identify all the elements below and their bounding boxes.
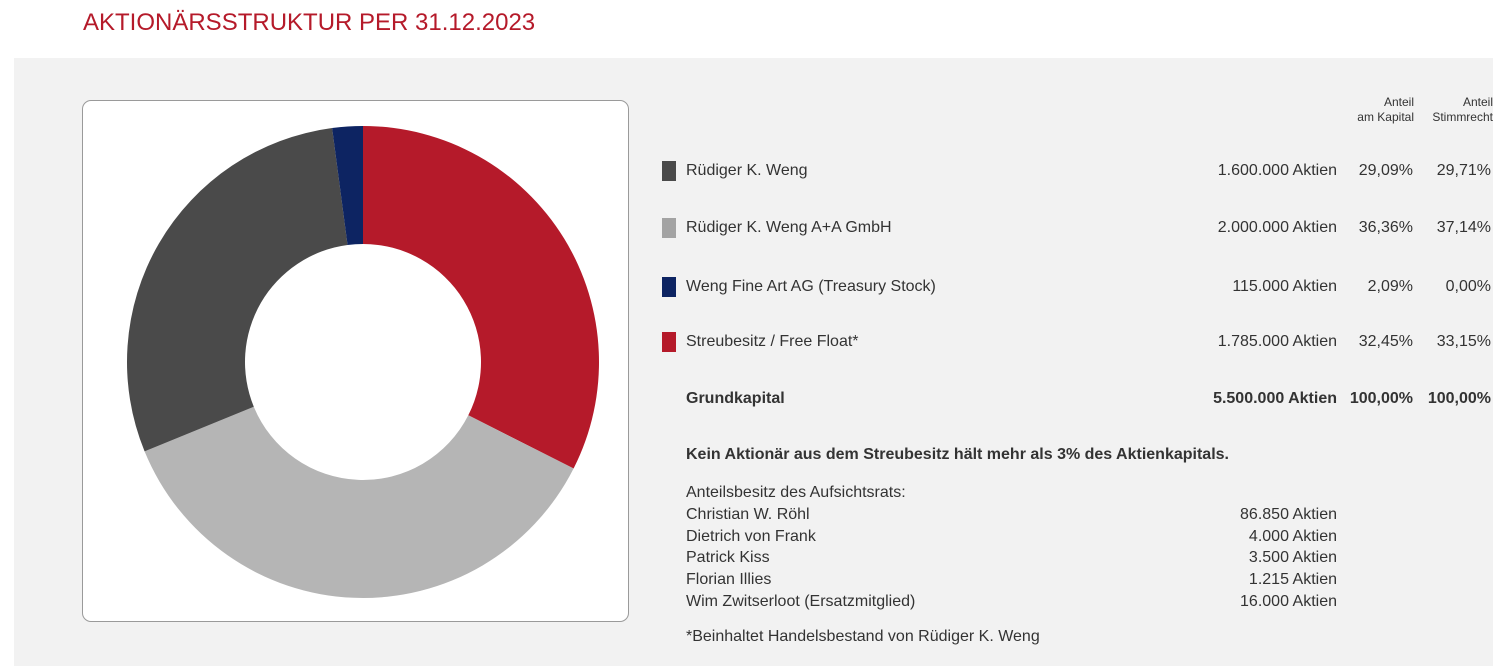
holder-name: Rüdiger K. Weng — [686, 162, 808, 179]
board-member-shares: 86.850 Aktien — [1240, 506, 1337, 523]
board-member-name: Patrick Kiss — [686, 549, 770, 566]
board-member-name: Wim Zwitserloot (Ersatzmitglied) — [686, 593, 916, 610]
holder-name: Streubesitz / Free Float* — [686, 333, 859, 350]
donut-slice-2 — [144, 406, 574, 598]
donut-slice-1 — [363, 126, 599, 469]
legend-swatch — [662, 277, 676, 297]
holder-stimm: 33,15% — [1436, 333, 1491, 350]
holder-row-weng: Rüdiger K. Weng 1.600.000 Aktien 29,09% … — [0, 161, 1507, 183]
holder-row-freefloat: Streubesitz / Free Float* 1.785.000 Akti… — [0, 332, 1507, 354]
board-member-row: Florian Illies 1.215 Aktien — [0, 571, 1507, 593]
total-row: Grundkapital 5.500.000 Aktien 100,00% 10… — [0, 389, 1507, 411]
header-kapital-line1: Anteil — [1383, 95, 1414, 109]
board-member-row: Christian W. Röhl 86.850 Aktien — [0, 506, 1507, 528]
header-anteil-kapital: Anteil am Kapital — [1340, 95, 1414, 125]
total-kapital: 100,00% — [1349, 390, 1413, 407]
holder-name: Weng Fine Art AG (Treasury Stock) — [686, 278, 936, 295]
donut-slice-3 — [127, 128, 348, 452]
donut-chart — [127, 126, 599, 598]
donut-slice-4 — [332, 126, 363, 246]
holder-row-treasury: Weng Fine Art AG (Treasury Stock) 115.00… — [0, 277, 1507, 299]
legend-swatch — [662, 332, 676, 352]
legend-swatch — [662, 161, 676, 181]
header-anteil-stimmrecht: Anteil Stimmrecht — [1418, 95, 1493, 125]
total-name: Grundkapital — [686, 390, 785, 407]
holder-stimm: 29,71% — [1436, 162, 1491, 179]
freefloat-note: Kein Aktionär aus dem Streubesitz hält m… — [686, 446, 1229, 463]
board-member-name: Christian W. Röhl — [686, 506, 810, 523]
board-member-row: Patrick Kiss 3.500 Aktien — [0, 549, 1507, 571]
header-stimm-line1: Anteil — [1462, 95, 1493, 109]
holder-kapital: 2,09% — [1367, 278, 1413, 295]
holder-name: Rüdiger K. Weng A+A GmbH — [686, 219, 892, 236]
board-title: Anteilsbesitz des Aufsichtsrats: — [686, 484, 906, 501]
holder-stimm: 37,14% — [1436, 219, 1491, 236]
holder-shares: 1.785.000 Aktien — [1217, 333, 1337, 350]
total-stimm: 100,00% — [1427, 390, 1491, 407]
holder-shares: 115.000 Aktien — [1232, 278, 1337, 295]
holder-shares: 2.000.000 Aktien — [1217, 219, 1337, 236]
holder-kapital: 29,09% — [1358, 162, 1413, 179]
board-member-shares: 4.000 Aktien — [1248, 528, 1337, 545]
donut-chart-box — [82, 100, 629, 622]
holder-stimm: 0,00% — [1445, 278, 1491, 295]
holder-shares: 1.600.000 Aktien — [1217, 162, 1337, 179]
board-member-row: Dietrich von Frank 4.000 Aktien — [0, 528, 1507, 550]
board-member-shares: 1.215 Aktien — [1248, 571, 1337, 588]
header-kapital-line2: am Kapital — [1357, 110, 1414, 124]
board-member-shares: 16.000 Aktien — [1240, 593, 1337, 610]
total-shares: 5.500.000 Aktien — [1213, 390, 1337, 407]
holder-kapital: 32,45% — [1358, 333, 1413, 350]
holder-row-gmbh: Rüdiger K. Weng A+A GmbH 2.000.000 Aktie… — [0, 218, 1507, 240]
holder-kapital: 36,36% — [1358, 219, 1413, 236]
board-member-shares: 3.500 Aktien — [1248, 549, 1337, 566]
footnote: *Beinhaltet Handelsbestand von Rüdiger K… — [686, 628, 1040, 645]
board-member-name: Florian Illies — [686, 571, 772, 588]
page-title: AKTIONÄRSSTRUKTUR PER 31.12.2023 — [83, 9, 536, 36]
board-member-row: Wim Zwitserloot (Ersatzmitglied) 16.000 … — [0, 593, 1507, 615]
header-stimm-line2: Stimmrecht — [1432, 110, 1493, 124]
legend-swatch — [662, 218, 676, 238]
board-member-name: Dietrich von Frank — [686, 528, 816, 545]
